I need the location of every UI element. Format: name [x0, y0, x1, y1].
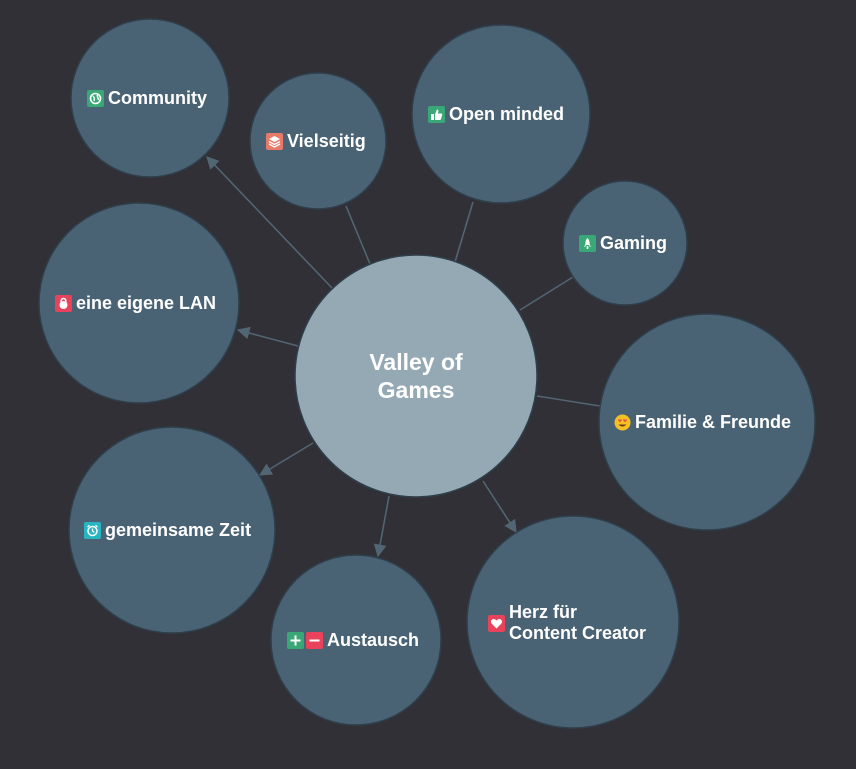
center-label: Valley of Games [369, 349, 463, 403]
edge-open-minded [454, 201, 474, 263]
globe-icon [87, 90, 104, 107]
layers-icon [266, 133, 283, 150]
edge-herz [482, 480, 517, 534]
label-herz: Herz für Content Creator [488, 602, 646, 644]
node-austausch[interactable] [270, 554, 442, 726]
plus-icon [287, 632, 304, 649]
label-text: Austausch [327, 630, 420, 650]
alarm-clock-icon [84, 522, 101, 539]
heart-eyes-emoji-icon [614, 414, 631, 431]
edge-zeit [258, 442, 314, 476]
label-lan: eine eigene LAN [55, 293, 216, 314]
label-familie: Familie & Freunde [614, 412, 791, 433]
rocket-icon [579, 235, 596, 252]
label-austausch: Austausch [287, 630, 419, 651]
edge-gaming [519, 276, 574, 311]
minus-icon [306, 632, 323, 649]
label-text: Vielseitig [287, 131, 366, 151]
label-vielseitig: Vielseitig [266, 131, 366, 152]
thumbs-up-icon [428, 106, 445, 123]
edge-community [206, 156, 333, 289]
label-text: gemeinsame Zeit [105, 520, 252, 540]
label-text: Familie & Freunde [635, 412, 792, 432]
label-text: Gaming [600, 233, 668, 253]
node-community[interactable] [70, 18, 230, 178]
heart-icon [488, 614, 505, 632]
node-familie[interactable] [598, 313, 816, 531]
node-herz[interactable] [466, 515, 680, 729]
label-community: Community [87, 88, 207, 109]
label-text: Community [108, 88, 207, 108]
label-zeit: gemeinsame Zeit [84, 520, 251, 541]
node-zeit[interactable] [68, 426, 276, 634]
label-open-minded: Open minded [428, 104, 564, 125]
label-text: eine eigene LAN [76, 293, 217, 313]
node-center[interactable] [294, 254, 538, 498]
edge-lan [236, 326, 299, 347]
node-vielseitig[interactable] [249, 72, 387, 210]
label-text: Open minded [449, 104, 565, 124]
edge-vielseitig [345, 205, 371, 265]
label-gaming: Gaming [579, 233, 667, 254]
node-lan[interactable] [38, 202, 240, 404]
node-open-minded[interactable] [411, 24, 591, 204]
edge-austausch [373, 495, 390, 558]
edge-familie [536, 395, 601, 407]
kettlebell-icon [55, 295, 72, 312]
label-text: Herz für Content Creator [509, 602, 647, 643]
node-gaming[interactable] [562, 180, 688, 306]
